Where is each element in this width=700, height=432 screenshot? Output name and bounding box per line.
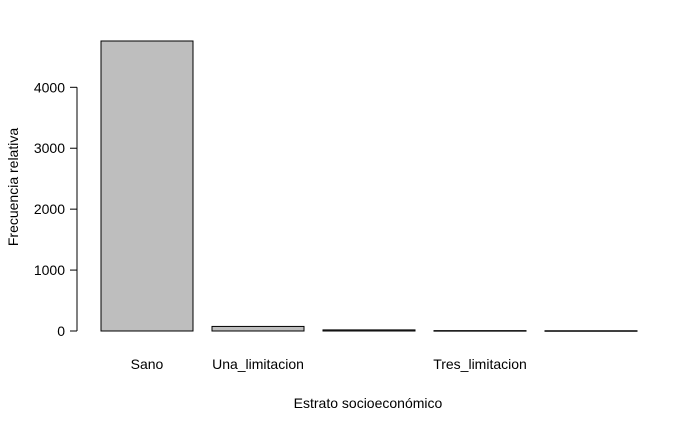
y-axis: 0 1000 2000 3000 4000 — [34, 79, 78, 339]
y-tick-label: 2000 — [34, 201, 65, 217]
x-category-labels: Sano Una_limitacion Tres_limitacion — [131, 356, 527, 372]
y-tick-label: 0 — [57, 323, 65, 339]
bar-5 — [544, 330, 638, 332]
bar-4 — [433, 330, 527, 332]
bar-3 — [322, 329, 416, 332]
bar-1 — [100, 40, 194, 332]
y-axis-title: Frecuencia relativa — [5, 128, 21, 246]
x-axis-title: Estrato socioeconómico — [294, 395, 443, 411]
y-tick-label: 4000 — [34, 79, 65, 95]
x-category-label: Una_limitacion — [212, 356, 304, 372]
y-tick-label: 3000 — [34, 140, 65, 156]
x-category-label: Tres_limitacion — [433, 356, 527, 372]
bars-layer — [100, 40, 638, 332]
y-tick-label: 1000 — [34, 262, 65, 278]
x-category-label: Sano — [131, 356, 164, 372]
bar-2 — [211, 325, 305, 332]
